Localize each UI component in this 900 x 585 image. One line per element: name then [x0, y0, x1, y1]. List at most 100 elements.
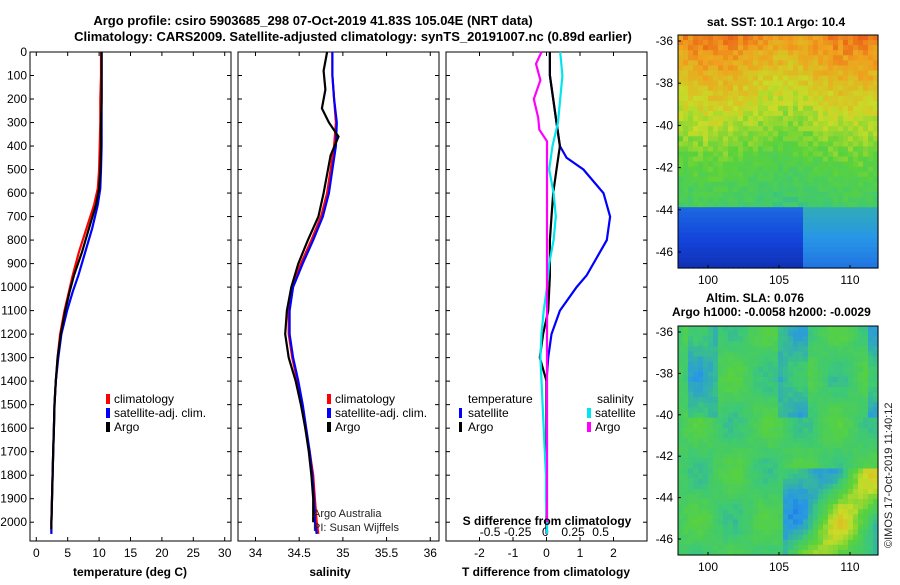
- map-cell: [738, 80, 744, 87]
- map-cell: [843, 35, 849, 41]
- map-cell: [853, 100, 859, 107]
- map-cell: [758, 110, 764, 117]
- map-cell: [823, 227, 829, 234]
- map-cell: [693, 514, 699, 520]
- y-tick-label: 700: [7, 210, 27, 224]
- map-cell: [838, 371, 844, 378]
- map-cell: [683, 544, 689, 551]
- map-cell: [818, 326, 824, 332]
- map-cell: [838, 186, 844, 193]
- map-cell: [828, 90, 834, 97]
- map-cell: [713, 227, 719, 234]
- map-cell: [743, 519, 749, 526]
- map-cell: [783, 326, 789, 332]
- map-cell: [723, 514, 729, 520]
- map-cell: [768, 361, 774, 368]
- map-cell: [833, 212, 839, 218]
- map-cell: [758, 85, 764, 92]
- map-cell: [833, 222, 839, 229]
- map-cell: [698, 176, 704, 183]
- map-cell: [793, 75, 799, 82]
- map-cell: [798, 186, 804, 193]
- map-cell: [753, 549, 759, 556]
- map-cell: [818, 35, 824, 41]
- map-cell: [688, 176, 694, 183]
- map-cell: [823, 80, 829, 87]
- map-cell: [748, 197, 754, 203]
- map-cell: [683, 181, 689, 188]
- map-cell: [708, 468, 714, 475]
- map-cell: [818, 131, 824, 137]
- map-cell: [733, 252, 739, 259]
- map-cell: [808, 463, 814, 470]
- map-cell: [818, 514, 824, 520]
- map-cell: [738, 387, 744, 393]
- map-cell: [843, 544, 849, 551]
- map-cell: [728, 222, 734, 229]
- map-cell: [793, 45, 799, 51]
- map-cell: [683, 407, 689, 414]
- map-cell: [758, 176, 764, 183]
- map-cell: [718, 392, 724, 398]
- map-cell: [848, 262, 854, 269]
- map-cell: [783, 100, 789, 107]
- map-cell: [833, 146, 839, 153]
- map-cell: [703, 222, 709, 229]
- map-cell: [703, 247, 709, 254]
- map-cell: [793, 222, 799, 229]
- map-cell: [778, 412, 784, 419]
- map-cell: [863, 217, 869, 224]
- map-cell: [688, 453, 694, 459]
- map-cell: [703, 75, 709, 82]
- map-cell: [858, 524, 864, 531]
- map-cell: [703, 361, 709, 368]
- map-cell: [753, 146, 759, 153]
- map-cell: [863, 499, 869, 505]
- map-cell: [863, 151, 869, 158]
- map-cell: [803, 110, 809, 117]
- map-cell: [738, 212, 744, 218]
- map-cell: [748, 100, 754, 107]
- map-cell: [768, 116, 774, 122]
- map-cell: [723, 544, 729, 551]
- map-cell: [758, 171, 764, 178]
- map-cell: [788, 483, 794, 490]
- map-cell: [748, 40, 754, 46]
- map-cell: [693, 412, 699, 419]
- map-cell: [718, 376, 724, 383]
- map-cell: [703, 453, 709, 459]
- map-cell: [713, 192, 719, 198]
- map-cell: [813, 161, 819, 168]
- map-cell: [708, 524, 714, 531]
- map-cell: [698, 437, 704, 444]
- map-cell: [768, 458, 774, 464]
- map-cell: [823, 40, 829, 46]
- map-cell: [728, 227, 734, 234]
- map-cell: [843, 483, 849, 490]
- map-cell: [733, 131, 739, 137]
- map-cell: [858, 392, 864, 398]
- temperature-axis-label: temperature (deg C): [73, 565, 187, 579]
- map-cell: [718, 499, 724, 505]
- map-cell: [768, 473, 774, 480]
- map-cell: [778, 55, 784, 61]
- map-cell: [858, 110, 864, 117]
- map-cell: [818, 473, 824, 480]
- map-cell: [723, 70, 729, 77]
- map-cell: [678, 202, 684, 208]
- map-cell: [688, 237, 694, 244]
- map-cell: [678, 356, 684, 363]
- map-cell: [868, 376, 874, 383]
- map-cell: [698, 463, 704, 470]
- map-cell: [708, 121, 714, 127]
- map-cell: [803, 529, 809, 536]
- map-cell: [818, 437, 824, 444]
- map-cell: [703, 257, 709, 264]
- map-cell: [818, 499, 824, 505]
- map-cell: [773, 432, 779, 439]
- map-cell: [868, 356, 874, 363]
- map-cell: [728, 90, 734, 97]
- map-cell: [863, 326, 869, 332]
- map-cell: [738, 453, 744, 459]
- map-cell: [798, 371, 804, 378]
